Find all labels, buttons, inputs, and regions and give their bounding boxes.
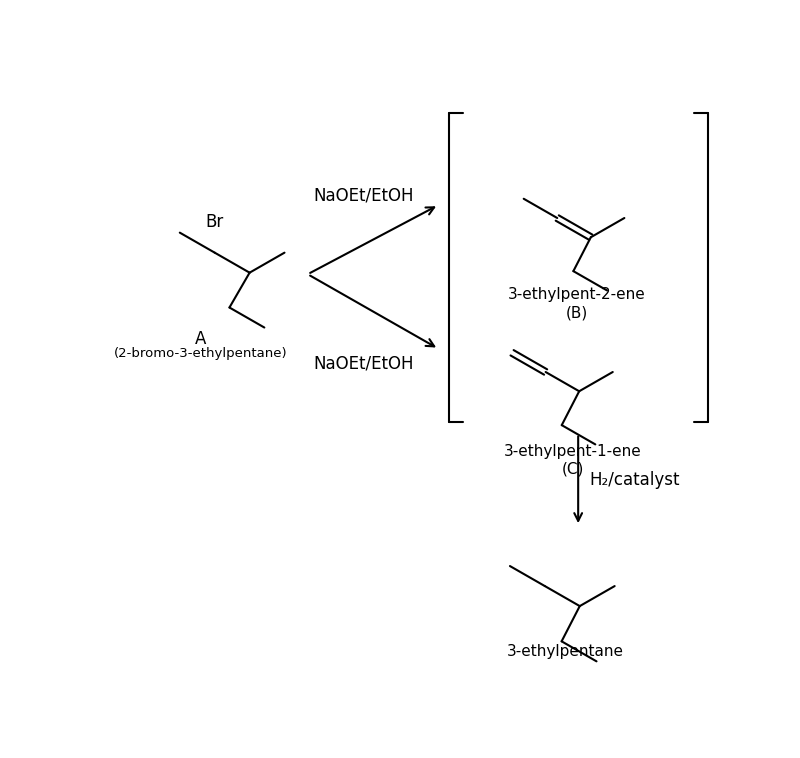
Text: 3-ethylpentane: 3-ethylpentane	[506, 644, 623, 659]
Text: NaOEt/EtOH: NaOEt/EtOH	[314, 354, 414, 372]
Text: (2-bromo-3-ethylpentane): (2-bromo-3-ethylpentane)	[114, 346, 287, 359]
Text: (C): (C)	[562, 462, 584, 476]
Text: A: A	[195, 330, 206, 348]
Text: (B): (B)	[566, 305, 588, 320]
Text: NaOEt/EtOH: NaOEt/EtOH	[314, 187, 414, 205]
Text: H₂/catalyst: H₂/catalyst	[590, 471, 680, 489]
Text: 3-ethylpent-2-ene: 3-ethylpent-2-ene	[508, 287, 646, 302]
Text: 3-ethylpent-1-ene: 3-ethylpent-1-ene	[504, 443, 642, 459]
Text: Br: Br	[206, 213, 224, 231]
